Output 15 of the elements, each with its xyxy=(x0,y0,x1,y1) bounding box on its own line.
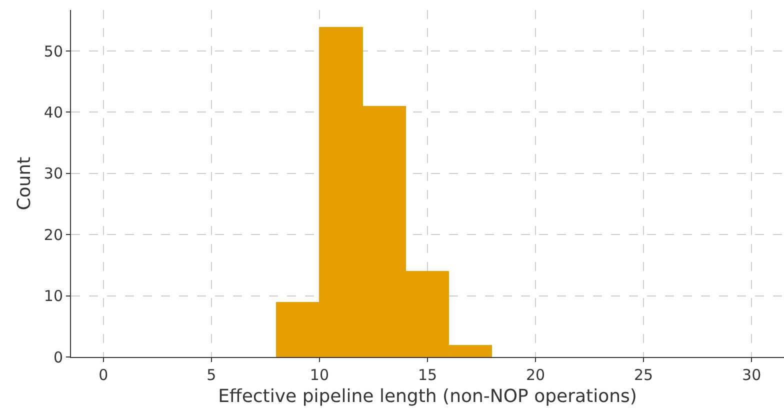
x-tick-label: 10 xyxy=(310,366,330,384)
x-axis-title: Effective pipeline length (non-NOP operations) xyxy=(218,386,637,408)
y-tick-label: 50 xyxy=(44,42,63,60)
y-tick-label: 40 xyxy=(44,103,63,122)
y-axis-title: Count xyxy=(14,156,36,210)
x-tick-label: 20 xyxy=(526,366,546,384)
x-tick-label: 0 xyxy=(98,366,108,384)
y-tick-label: 30 xyxy=(44,164,63,183)
x-tick-label: 25 xyxy=(634,366,654,384)
x-tick-label: 15 xyxy=(418,366,438,384)
y-tick-label: 20 xyxy=(44,226,63,244)
x-tick-label: 30 xyxy=(742,366,762,384)
y-tick-label: 0 xyxy=(53,348,63,366)
x-tick-label: 5 xyxy=(206,366,216,384)
y-tick-label: 10 xyxy=(44,287,63,306)
